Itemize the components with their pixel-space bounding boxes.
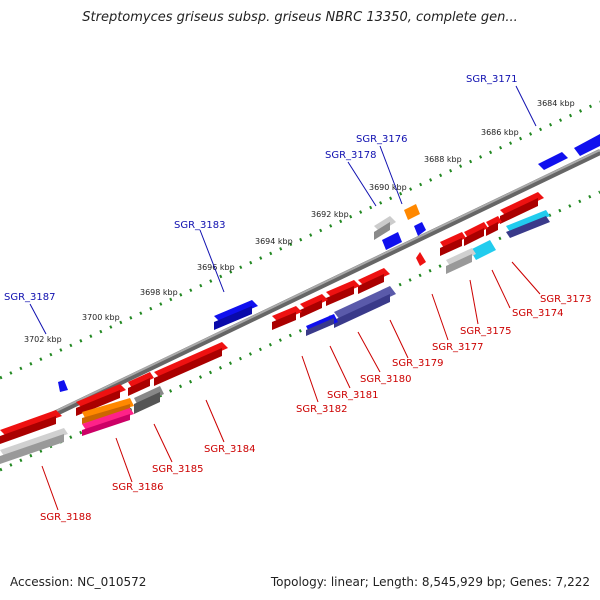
gene-label[interactable]: SGR_3185 [152,464,204,475]
gene-label[interactable]: SGR_3181 [327,390,379,401]
gene-label[interactable]: SGR_3180 [360,374,412,385]
map-title: Streptomyces griseus subsp. griseus NBRC… [82,10,518,25]
gene-sgr-3177[interactable] [416,252,426,266]
kbp-label: 3684 kbp [537,99,575,108]
gene-label[interactable]: SGR_3177 [432,342,484,353]
gene-red-block-upper-right[interactable] [440,192,544,256]
genome-summary-text: Topology: linear; Length: 8,545,929 bp; … [270,575,590,589]
kbp-label: 3688 kbp [424,155,462,164]
gene-label[interactable]: SGR_3178 [325,150,377,161]
gene-blue-small[interactable] [382,222,426,250]
gene-sgr-3187[interactable] [58,380,68,392]
gene-sgr-3179[interactable] [334,286,396,328]
kbp-label: 3702 kbp [24,335,62,344]
gene-label[interactable]: SGR_3187 [4,292,56,303]
gene-label[interactable]: SGR_3173 [540,294,592,305]
gene-sgr-3184[interactable] [134,386,164,414]
accession-text: Accession: NC_010572 [10,575,147,589]
gene-label[interactable]: SGR_3188 [40,512,92,523]
gene-label[interactable]: SGR_3182 [296,404,348,415]
kbp-label: 3696 kbp [197,263,235,272]
gene-label[interactable]: SGR_3176 [356,134,408,145]
gene-label[interactable]: SGR_3183 [174,220,226,231]
gene-sgr-3178[interactable] [374,216,396,240]
gene-sgr-3176[interactable] [404,204,420,220]
gene-sgr-3186[interactable] [82,408,134,436]
gene-label[interactable]: SGR_3171 [466,74,518,85]
gene-label[interactable]: SGR_3186 [112,482,164,493]
kbp-label: 3694 kbp [255,237,293,246]
gene-sgr-3181[interactable] [306,314,338,336]
kbp-label: 3692 kbp [311,210,349,219]
leader-lines-top [29,85,537,335]
leader-lines-bottom [41,261,541,511]
gene-label[interactable]: SGR_3174 [512,308,564,319]
chromosome-axis [0,149,600,443]
kbp-label: 3686 kbp [481,128,519,137]
gene-sgr-3173[interactable] [506,210,550,238]
gene-sgr-3183[interactable] [214,300,258,330]
chromosome-axis-highlight [0,149,600,439]
kbp-label: 3700 kbp [82,313,120,322]
kbp-label: 3698 kbp [140,288,178,297]
gene-sgr-3174[interactable] [470,240,496,260]
scale-line-top [0,100,600,380]
gene-sgr-3185[interactable] [82,398,134,424]
gene-red-center-upper[interactable] [272,268,390,330]
gene-label[interactable]: SGR_3184 [204,444,256,455]
gene-label[interactable]: SGR_3179 [392,358,444,369]
gene-sgr-3188[interactable] [0,428,68,464]
kbp-label: 3690 kbp [369,183,407,192]
gene-red-left-upper[interactable] [0,342,228,444]
gene-label[interactable]: SGR_3175 [460,326,512,337]
gene-sgr-3171[interactable] [538,134,600,170]
gene-sgr-3175[interactable] [446,248,476,274]
